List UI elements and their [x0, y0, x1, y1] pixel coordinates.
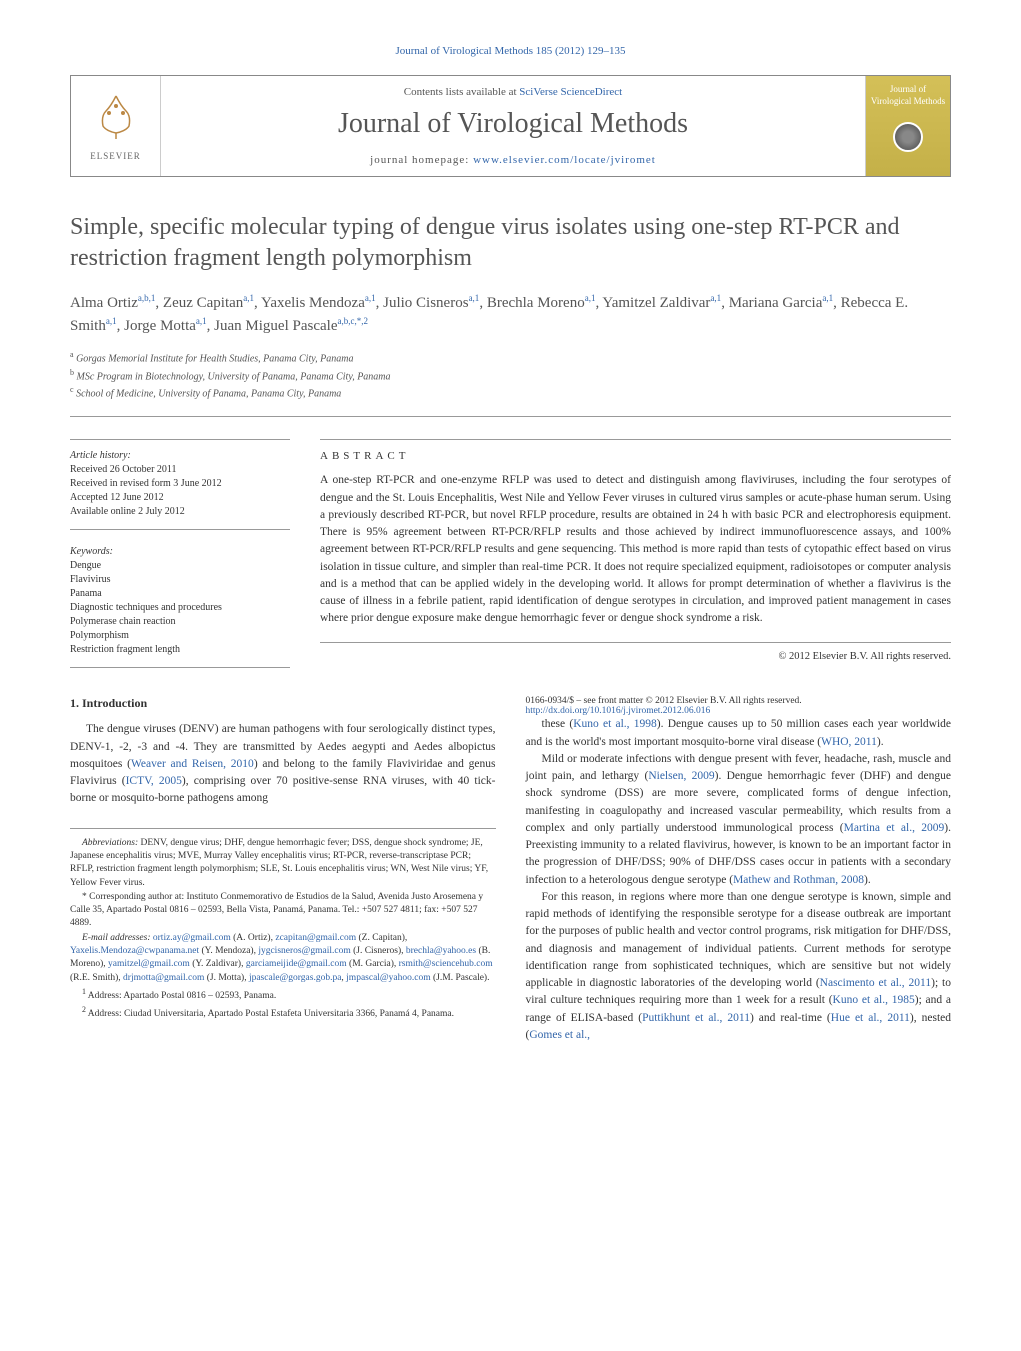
- journal-center: Contents lists available at SciVerse Sci…: [161, 76, 865, 176]
- email-who: (Z. Capitan),: [356, 933, 407, 943]
- affiliation-line: b MSc Program in Biotechnology, Universi…: [70, 367, 951, 384]
- intro-p3: For this reason, in regions where more t…: [526, 889, 952, 1044]
- ref-link[interactable]: Mathew and Rothman, 2008: [733, 874, 864, 886]
- email-who: (J. Motta),: [204, 973, 249, 983]
- keyword-item: Diagnostic techniques and procedures: [70, 601, 290, 615]
- email-who: (A. Ortiz),: [231, 933, 276, 943]
- intro-heading: 1. Introduction: [70, 696, 496, 711]
- text: these (: [542, 718, 574, 730]
- abstract-copyright: © 2012 Elsevier B.V. All rights reserved…: [320, 651, 951, 662]
- cover-text: Journal of Virological Methods: [870, 84, 946, 107]
- homepage-prefix: journal homepage:: [370, 154, 473, 166]
- history-accepted: Accepted 12 June 2012: [70, 491, 290, 505]
- keyword-item: Flavivirus: [70, 573, 290, 587]
- homepage-line: journal homepage: www.elsevier.com/locat…: [171, 154, 855, 166]
- ref-link[interactable]: WHO, 2011: [821, 736, 877, 748]
- email-link[interactable]: drjmotta@gmail.com: [123, 973, 204, 983]
- corr-label: * Corresponding author at:: [82, 892, 184, 902]
- keyword-item: Polymerase chain reaction: [70, 615, 290, 629]
- text: For this reason, in regions where more t…: [526, 891, 952, 989]
- ref-link[interactable]: Nielsen, 2009: [648, 770, 714, 782]
- abbr-label: Abbreviations:: [82, 838, 138, 848]
- elsevier-label: ELSEVIER: [90, 151, 141, 161]
- keyword-item: Panama: [70, 587, 290, 601]
- contents-prefix: Contents lists available at: [404, 86, 519, 98]
- keywords-label: Keywords:: [70, 546, 290, 557]
- intro-p1-cont: these (Kuno et al., 1998). Dengue causes…: [526, 716, 952, 751]
- addr2: Address: Ciudad Universitaria, Apartado …: [86, 1009, 454, 1019]
- email-link[interactable]: zcapitan@gmail.com: [275, 933, 356, 943]
- contents-available: Contents lists available at SciVerse Sci…: [171, 86, 855, 98]
- doi-link[interactable]: http://dx.doi.org/10.1016/j.jviromet.201…: [526, 706, 711, 716]
- ref-link[interactable]: Kuno et al., 1998: [573, 718, 657, 730]
- affiliation-line: c School of Medicine, University of Pana…: [70, 384, 951, 401]
- email-link[interactable]: jpascale@gorgas.gob.pa: [249, 973, 341, 983]
- text: ).: [864, 874, 871, 886]
- history-revised: Received in revised form 3 June 2012: [70, 477, 290, 491]
- intro-p1: The dengue viruses (DENV) are human path…: [70, 721, 496, 807]
- email-label: E-mail addresses:: [82, 933, 151, 943]
- article-history-box: Article history: Received 26 October 201…: [70, 439, 290, 530]
- divider: [70, 416, 951, 417]
- abstract-text: A one-step RT-PCR and one-enzyme RFLP wa…: [320, 472, 951, 642]
- keyword-item: Restriction fragment length: [70, 643, 290, 657]
- email-link[interactable]: jygcisneros@gmail.com: [258, 946, 350, 956]
- cover-circle-icon: [893, 122, 923, 152]
- elsevier-logo: ELSEVIER: [71, 76, 161, 176]
- text: ) and real-time (: [750, 1012, 831, 1024]
- email-link[interactable]: jmpascal@yahoo.com: [346, 973, 430, 983]
- homepage-link[interactable]: www.elsevier.com/locate/jviromet: [473, 154, 656, 166]
- keyword-item: Polymorphism: [70, 629, 290, 643]
- sciencedirect-link[interactable]: SciVerse ScienceDirect: [519, 86, 622, 98]
- article-title: Simple, specific molecular typing of den…: [70, 212, 951, 274]
- ref-link[interactable]: Gomes et al.,: [529, 1029, 590, 1041]
- keywords-box: Keywords: DengueFlavivirusPanamaDiagnost…: [70, 546, 290, 668]
- ref-link[interactable]: Weaver and Reisen, 2010: [131, 758, 254, 770]
- intro-p2: Mild or moderate infections with dengue …: [526, 751, 952, 889]
- journal-name: Journal of Virological Methods: [171, 108, 855, 140]
- affiliation-line: a Gorgas Memorial Institute for Health S…: [70, 349, 951, 366]
- footer-issn: 0166-0934/$ – see front matter © 2012 El…: [526, 696, 952, 716]
- addr1: Address: Apartado Postal 0816 – 02593, P…: [86, 991, 276, 1001]
- history-received: Received 26 October 2011: [70, 463, 290, 477]
- email-link[interactable]: ortiz.ay@gmail.com: [153, 933, 231, 943]
- ref-link[interactable]: Hue et al., 2011: [831, 1012, 910, 1024]
- abstract-heading: ABSTRACT: [320, 439, 951, 462]
- email-link[interactable]: rsmith@sciencehub.com: [399, 959, 493, 969]
- ref-link[interactable]: Puttikhunt et al., 2011: [642, 1012, 750, 1024]
- email-link[interactable]: yamitzel@gmail.com: [108, 959, 190, 969]
- header-citation: Journal of Virological Methods 185 (2012…: [70, 45, 951, 57]
- email-who: (J.M. Pascale).: [431, 973, 490, 983]
- email-who: (J. Cisneros),: [351, 946, 406, 956]
- email-link[interactable]: garciameijide@gmail.com: [246, 959, 347, 969]
- keyword-item: Dengue: [70, 559, 290, 573]
- email-who: (Y. Mendoza),: [199, 946, 258, 956]
- email-link[interactable]: brechla@yahoo.es: [406, 946, 476, 956]
- text: ).: [877, 736, 884, 748]
- history-label: Article history:: [70, 450, 290, 461]
- issn-line: 0166-0934/$ – see front matter © 2012 El…: [526, 696, 952, 706]
- email-who: (Y. Zaldivar),: [190, 959, 246, 969]
- email-who: (R.E. Smith),: [70, 973, 123, 983]
- ref-link[interactable]: Kuno et al., 1985: [833, 994, 915, 1006]
- footnotes: Abbreviations: DENV, dengue virus; DHF, …: [70, 828, 496, 1022]
- ref-link[interactable]: Martina et al., 2009: [844, 822, 945, 834]
- affiliations: a Gorgas Memorial Institute for Health S…: [70, 349, 951, 401]
- journal-header-box: ELSEVIER Contents lists available at Sci…: [70, 75, 951, 177]
- email-link[interactable]: Yaxelis.Mendoza@cwpanama.net: [70, 946, 199, 956]
- history-online: Available online 2 July 2012: [70, 505, 290, 519]
- ref-link[interactable]: ICTV, 2005: [126, 775, 182, 787]
- email-who: (M. Garcia),: [347, 959, 399, 969]
- elsevier-tree-icon: [91, 91, 141, 149]
- ref-link[interactable]: Nascimento et al., 2011: [820, 977, 931, 989]
- authors-list: Alma Ortiza,b,1, Zeuz Capitana,1, Yaxeli…: [70, 292, 951, 337]
- journal-cover-thumb: Journal of Virological Methods: [865, 76, 950, 176]
